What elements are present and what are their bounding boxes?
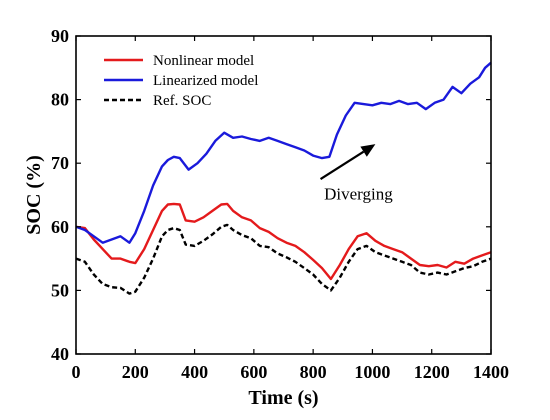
- series-line-nonlinear-model: [75, 202, 492, 281]
- y-tick-label: 90: [51, 26, 69, 46]
- x-tick-label: 1400: [473, 362, 509, 382]
- x-tick-label: 0: [72, 362, 81, 382]
- diverging-annotation: Diverging: [324, 184, 393, 203]
- y-tick-label: 80: [51, 90, 69, 110]
- y-tick-label: 50: [51, 280, 69, 300]
- legend-label: Linearized model: [153, 73, 258, 89]
- y-tick-label: 70: [51, 153, 69, 173]
- ticks-layer: 0 200 400 600 800 1000 1200 1400 40 50 60 70 80 90: [51, 26, 509, 382]
- x-tick-label: 400: [181, 362, 208, 382]
- x-tick-label: 600: [240, 362, 267, 382]
- x-tick-label: 200: [122, 362, 149, 382]
- series-line-ref-soc: [75, 223, 492, 295]
- plot-frame: [75, 35, 492, 355]
- series-layer: [75, 61, 492, 295]
- y-tick-label: 40: [51, 344, 69, 364]
- x-axis-label: Time (s): [248, 387, 318, 409]
- x-tick-label: 1200: [414, 362, 450, 382]
- diverging-arrow: [319, 150, 365, 181]
- y-axis-label: SOC (%): [23, 155, 45, 234]
- legend-label: Ref. SOC: [153, 93, 211, 109]
- legend-label: Nonlinear model: [153, 53, 254, 69]
- legend: Nonlinear model Linearized model Ref. SOC: [104, 53, 258, 109]
- x-tick-label: 800: [300, 362, 327, 382]
- diverging-arrow-head: [360, 144, 376, 157]
- y-tick-label: 60: [51, 217, 69, 237]
- series-line-linearized-model: [75, 61, 492, 244]
- x-tick-label: 1000: [354, 362, 390, 382]
- axes-layer: [75, 35, 492, 355]
- annotation-layer: Diverging: [319, 144, 393, 203]
